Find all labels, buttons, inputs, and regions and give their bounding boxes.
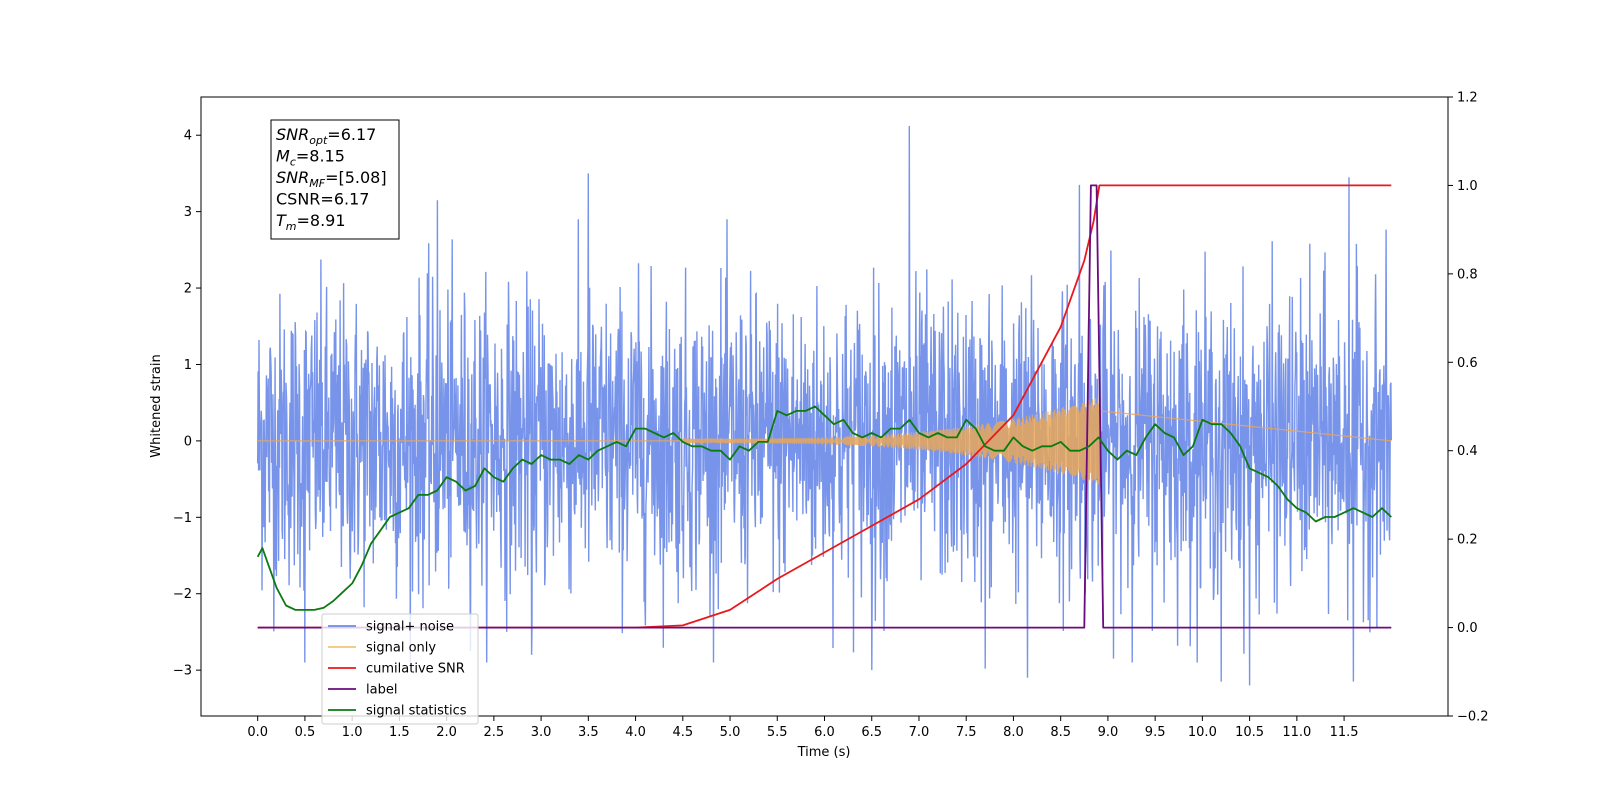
series-signal-statistics [256, 405, 1392, 611]
x-tick-label: 5.0 [720, 725, 741, 740]
legend-label: label [366, 683, 397, 698]
axes: 0.0 0.5 1.0 1.5 2.0 2.5 3.0 3.5 4.0 4.5 5.0 5.5 6.0 6… [173, 91, 1489, 741]
x-tick-label: 4.5 [672, 725, 693, 740]
series-label [257, 184, 1392, 629]
legend-label: signal+ noise [366, 620, 454, 635]
x-axis-label: Time (s) [797, 745, 851, 760]
x-tick-label: 5.5 [767, 725, 788, 740]
x-tick-label: 1.0 [342, 725, 363, 740]
y-left-tick-label: 3 [184, 205, 192, 220]
legend-label: signal only [366, 641, 436, 656]
y-axis-label-left: Whitened strain [149, 354, 164, 457]
annotation-line: Tm=8.91 [276, 211, 346, 233]
y-right-tick-label: 0.2 [1457, 533, 1478, 548]
x-tick-label: 6.5 [861, 725, 882, 740]
x-tick-label: 7.5 [956, 725, 977, 740]
annotation-frame [270, 119, 400, 240]
y-right-tick-label: 1.0 [1457, 179, 1478, 194]
x-tick-label: 11.0 [1282, 725, 1311, 740]
series-signal-only [257, 397, 1392, 485]
x-tick-label: 8.5 [1050, 725, 1071, 740]
y-right-tick-label: −0.2 [1457, 710, 1489, 725]
y-right-tick-label: 0.0 [1457, 621, 1478, 636]
y-left-tick-label: 1 [184, 358, 192, 373]
y-right-tick-label: 0.4 [1457, 444, 1478, 459]
legend: signal+ noise signal only cumilative SNR la… [321, 613, 479, 725]
x-tick-label: 9.0 [1098, 725, 1119, 740]
series-signal-noise [257, 125, 1392, 686]
annotation-line: Mc=8.15 [276, 147, 345, 169]
x-tick-label: 0.5 [295, 725, 316, 740]
x-tick-label: 4.0 [625, 725, 646, 740]
x-tick-label: 2.5 [484, 725, 505, 740]
legend-label: cumilative SNR [366, 662, 465, 677]
x-tick-label: 7.0 [909, 725, 930, 740]
x-tick-label: 8.0 [1003, 725, 1024, 740]
legend-frame [321, 613, 479, 725]
y-left-tick-label: −2 [173, 587, 192, 602]
plot-data [256, 125, 1392, 686]
x-tick-label: 10.5 [1235, 725, 1264, 740]
y-right-tick-label: 0.6 [1457, 356, 1478, 371]
x-tick-label: 10.0 [1188, 725, 1217, 740]
x-tick-label: 6.0 [814, 725, 835, 740]
legend-label: signal statistics [366, 704, 467, 719]
y-left-tick-label: 2 [184, 282, 192, 297]
annotation-line: SNRopt=6.17 [276, 125, 376, 147]
x-tick-label: 2.0 [436, 725, 457, 740]
y-left-tick-label: −3 [173, 664, 192, 679]
y-right-tick-label: 1.2 [1457, 91, 1478, 106]
y-left-tick-label: 4 [184, 129, 192, 144]
y-left-tick-label: 0 [184, 434, 192, 449]
annotation-line: CSNR=6.17 [276, 190, 369, 209]
x-tick-label: 3.0 [531, 725, 552, 740]
x-tick-label: 3.5 [578, 725, 599, 740]
x-tick-label: 0.0 [247, 725, 268, 740]
x-tick-label: 11.5 [1330, 725, 1359, 740]
x-tick-label: 9.5 [1145, 725, 1166, 740]
x-tick-label: 1.5 [389, 725, 410, 740]
annotation-line: SNRMF=[5.08] [276, 168, 387, 190]
y-right-tick-label: 0.8 [1457, 267, 1478, 282]
y-left-tick-label: −1 [173, 511, 192, 526]
